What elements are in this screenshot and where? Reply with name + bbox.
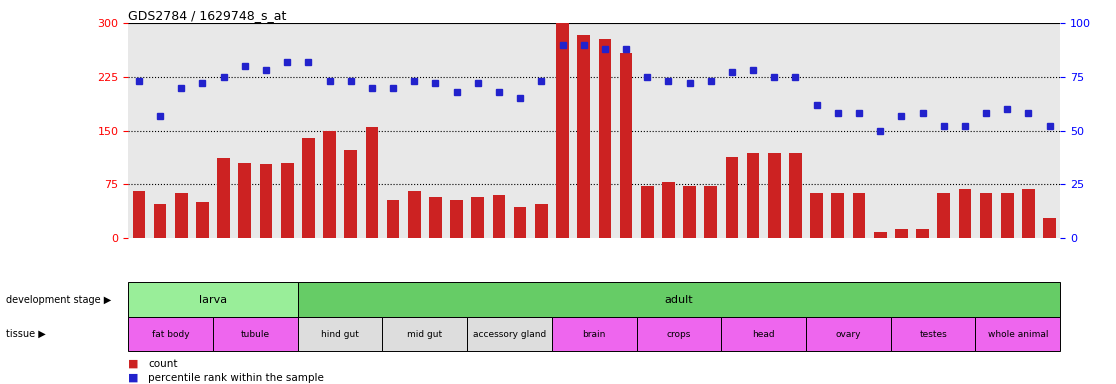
Bar [324,131,336,238]
Bar [128,282,298,317]
Text: ■: ■ [128,373,138,383]
Bar [725,157,739,238]
Bar [260,164,272,238]
Bar [959,189,971,238]
Bar [429,197,442,238]
Text: adult: adult [665,295,693,305]
Bar [975,317,1060,351]
Bar [598,39,612,238]
Bar [298,317,383,351]
Text: whole animal: whole animal [988,329,1048,339]
Bar [302,138,315,238]
Text: testes: testes [920,329,947,339]
Bar [810,193,822,238]
Text: development stage ▶: development stage ▶ [6,295,110,305]
Text: fat body: fat body [152,329,190,339]
Bar [345,150,357,238]
Bar [387,200,400,238]
Bar [937,193,950,238]
Bar [1022,189,1035,238]
Bar [853,193,865,238]
Bar [154,204,166,238]
Bar [133,192,145,238]
Bar [535,204,548,238]
Bar [471,197,484,238]
Bar [556,23,569,238]
Bar [831,193,844,238]
Bar [492,195,506,238]
Bar [218,158,230,238]
Bar [1001,193,1013,238]
Text: head: head [752,329,775,339]
Text: brain: brain [583,329,606,339]
Bar [704,186,718,238]
Bar [683,186,696,238]
Text: ■: ■ [128,359,138,369]
Bar [513,207,527,238]
Bar [552,317,636,351]
Bar [281,163,294,238]
Bar [1043,218,1056,238]
Bar [721,317,806,351]
Bar [196,202,209,238]
Bar [641,186,654,238]
Bar [895,229,907,238]
Bar [213,317,298,351]
Text: percentile rank within the sample: percentile rank within the sample [148,373,325,383]
Bar [916,229,929,238]
Bar [768,154,781,238]
Text: ovary: ovary [836,329,862,339]
Text: mid gut: mid gut [407,329,442,339]
Text: hind gut: hind gut [321,329,359,339]
Text: crops: crops [666,329,691,339]
Bar [175,193,187,238]
Bar [468,317,552,351]
Text: GDS2784 / 1629748_s_at: GDS2784 / 1629748_s_at [128,9,287,22]
Bar [874,232,886,238]
Bar [239,163,251,238]
Bar [636,317,721,351]
Text: count: count [148,359,177,369]
Text: larva: larva [199,295,228,305]
Bar [806,317,891,351]
Bar [408,192,421,238]
Text: tubule: tubule [241,329,270,339]
Bar [747,154,760,238]
Text: accessory gland: accessory gland [473,329,546,339]
Bar [789,154,801,238]
Text: tissue ▶: tissue ▶ [6,329,46,339]
Bar [662,182,675,238]
Bar [619,53,633,238]
Bar [577,35,590,238]
Bar [383,317,468,351]
Bar [450,200,463,238]
Bar [891,317,975,351]
Bar [298,282,1060,317]
Bar [128,317,213,351]
Bar [980,193,992,238]
Bar [366,127,378,238]
